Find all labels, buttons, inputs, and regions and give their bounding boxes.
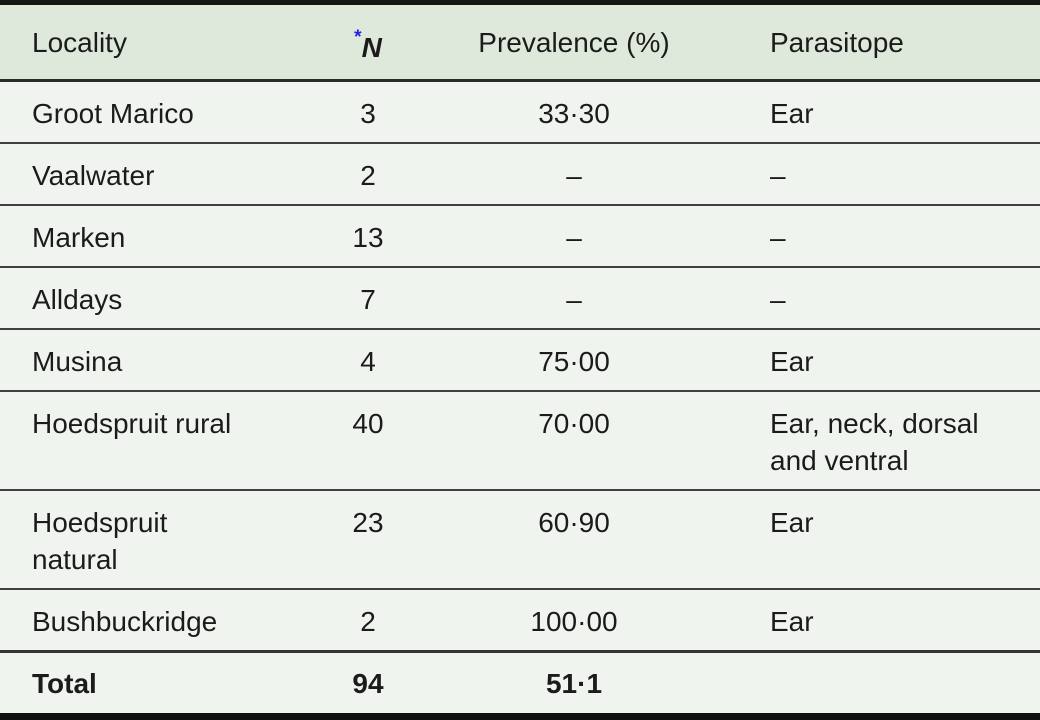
- cell-prevalence: 60·90: [436, 490, 712, 590]
- cell-prevalence: 33·30: [436, 80, 712, 144]
- cell-locality: Marken: [0, 205, 300, 268]
- cell-prevalence: 100·00: [436, 589, 712, 653]
- cell-total-parasitope: [712, 651, 1040, 717]
- column-header-locality: Locality: [0, 2, 300, 82]
- cell-prevalence: 75·00: [436, 329, 712, 392]
- table-row: Vaalwater 2 – –: [0, 143, 1040, 206]
- cell-prevalence: –: [436, 143, 712, 206]
- table-row: Hoedspruit natural 23 60·90 Ear: [0, 490, 1040, 590]
- table-row: Bushbuckridge 2 100·00 Ear: [0, 589, 1040, 653]
- cell-n: 23: [300, 490, 436, 590]
- cell-locality: Vaalwater: [0, 143, 300, 206]
- cell-locality: Bushbuckridge: [0, 589, 300, 653]
- table-row: Hoedspruit rural 40 70·00 Ear, neck, dor…: [0, 391, 1040, 491]
- column-header-parasitope: Parasitope: [712, 2, 1040, 82]
- cell-parasitope: Ear: [712, 589, 1040, 653]
- cell-parasitope: –: [712, 143, 1040, 206]
- table-row: Musina 4 75·00 Ear: [0, 329, 1040, 392]
- cell-locality: Alldays: [0, 267, 300, 330]
- cell-prevalence: –: [436, 267, 712, 330]
- cell-n: 2: [300, 143, 436, 206]
- cell-n: 13: [300, 205, 436, 268]
- cell-total-prevalence: 51·1: [436, 651, 712, 717]
- cell-parasitope: Ear: [712, 80, 1040, 144]
- total-row: Total 94 51·1: [0, 651, 1040, 717]
- cell-n: 4: [300, 329, 436, 392]
- cell-locality: Groot Marico: [0, 80, 300, 144]
- cell-n: 40: [300, 391, 436, 491]
- table-row: Alldays 7 – –: [0, 267, 1040, 330]
- table-header: Locality *N Prevalence (%) Parasitope: [0, 2, 1040, 82]
- cell-total-n: 94: [300, 651, 436, 717]
- cell-parasitope: Ear, neck, dorsal and ventral: [712, 391, 1040, 491]
- cell-locality: Musina: [0, 329, 300, 392]
- cell-n: 2: [300, 589, 436, 653]
- cell-parasitope: –: [712, 205, 1040, 268]
- column-header-n-label: N: [361, 32, 382, 63]
- column-header-n: *N: [300, 2, 436, 82]
- cell-n: 3: [300, 80, 436, 144]
- header-row: Locality *N Prevalence (%) Parasitope: [0, 2, 1040, 82]
- footnote-asterisk-marker: *: [354, 27, 362, 48]
- column-header-prevalence: Prevalence (%): [436, 2, 712, 82]
- cell-locality: Hoedspruit rural: [0, 391, 300, 491]
- cell-total-label: Total: [0, 651, 300, 717]
- cell-locality: Hoedspruit natural: [0, 490, 300, 590]
- table-row: Marken 13 – –: [0, 205, 1040, 268]
- cell-parasitope: –: [712, 267, 1040, 330]
- cell-prevalence: 70·00: [436, 391, 712, 491]
- cell-parasitope: Ear: [712, 329, 1040, 392]
- table-row: Groot Marico 3 33·30 Ear: [0, 80, 1040, 144]
- cell-n: 7: [300, 267, 436, 330]
- table-body: Groot Marico 3 33·30 Ear Vaalwater 2 – –…: [0, 80, 1040, 717]
- cell-parasitope: Ear: [712, 490, 1040, 590]
- cell-prevalence: –: [436, 205, 712, 268]
